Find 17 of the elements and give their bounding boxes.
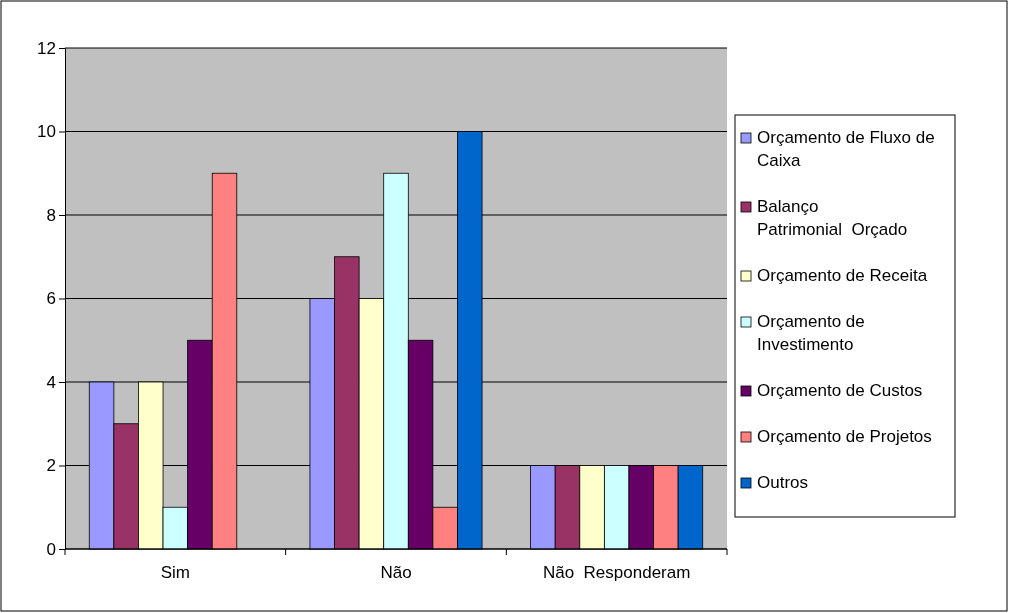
y-tick-label: 10 [37,122,56,142]
legend-label: Outros [757,473,809,492]
x-tick-label: Não [380,563,412,582]
legend-label: Orçamento de Receita [757,266,928,285]
x-tick-label: Não Responderam [542,563,691,582]
legend-label: Balanço Patrimonial Orçado [757,197,908,239]
legend-label: Orçamento de Custos [757,381,923,400]
x-tick-label: Sim [160,563,190,582]
y-tick-label: 4 [46,372,56,392]
y-tick-label: 8 [46,205,56,225]
y-tick-label: 2 [46,456,56,476]
legend-label: Orçamento de Projetos [757,427,932,446]
y-tick-label: 6 [46,289,56,309]
y-tick-label: 0 [46,539,56,559]
legend-label: Orçamento de Investimento [757,312,865,354]
legend-label: Orçamento de Fluxo de Caixa [757,128,935,170]
y-tick-label: 12 [37,38,56,58]
